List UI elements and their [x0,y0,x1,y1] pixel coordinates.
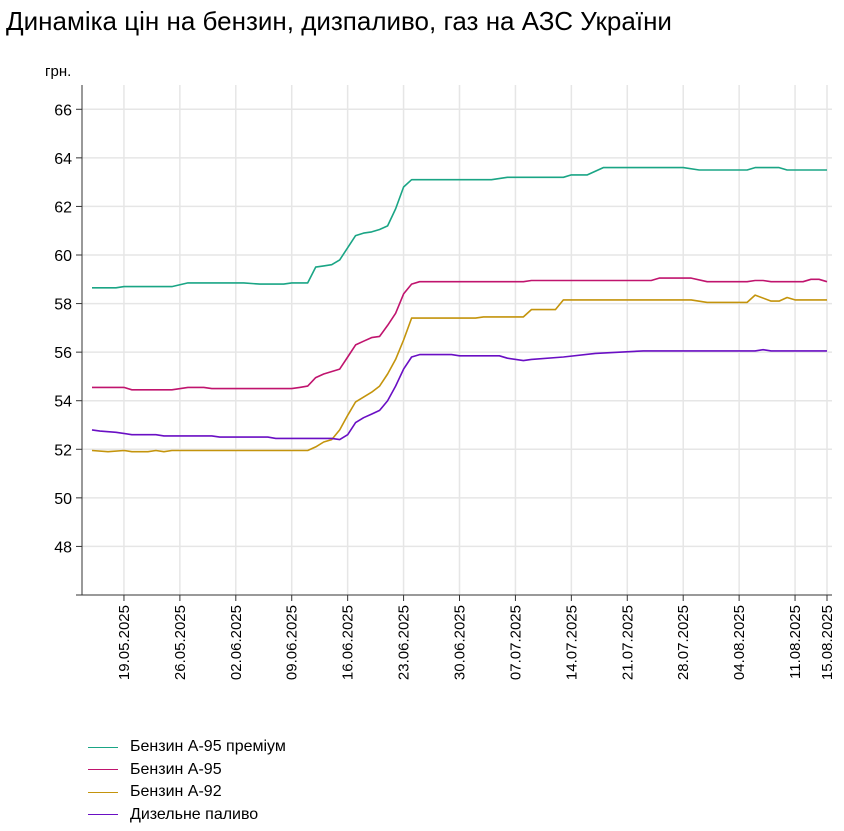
legend-item: Дизельне паливо [88,804,286,827]
x-tick-label: 09.06.2025 [284,605,301,680]
legend-item: Бензин А-95 [88,759,286,782]
x-tick-label: 07.07.2025 [507,605,524,680]
x-tick-label: 15.08.2025 [819,605,836,680]
y-tick-label: 56 [54,345,72,362]
series-line-1 [92,166,827,289]
x-tick-label: 16.06.2025 [340,605,357,680]
y-tick-label: 58 [54,297,72,314]
x-tick-label: 23.06.2025 [396,605,413,680]
x-tick-label: 04.08.2025 [731,605,748,680]
legend-item: Бензин А-92 [88,781,286,804]
y-tick-labels: 48 50 52 54 56 58 60 62 64 66 [54,102,72,556]
legend-swatch [88,814,118,816]
y-tick-label: 48 [54,539,72,556]
series-line-3 [91,294,827,453]
legend-swatch [88,791,118,793]
y-tick-label: 52 [54,442,72,459]
legend-item: Бензин А-95 преміум [88,736,286,759]
x-tick-label: 30.06.2025 [452,605,469,680]
x-tick-label: 26.05.2025 [172,605,189,680]
series-line-4 [91,348,827,441]
line-chart: грн. 48 50 52 54 56 58 60 62 64 66 19.05.2025 26.0… [45,63,836,680]
x-tick-label: 14.07.2025 [563,605,580,680]
series-lines [91,166,828,453]
legend-label: Бензин А-95 преміум [130,738,286,756]
x-tick-labels: 19.05.2025 26.05.2025 02.06.2025 09.06.2025… [116,605,836,680]
y-tick-label: 66 [54,102,72,119]
y-tick-label: 64 [54,151,72,168]
legend-label: Бензин А-92 [130,783,222,801]
x-tick-label: 19.05.2025 [116,605,133,680]
x-tick-label: 11.08.2025 [787,605,804,679]
legend-swatch [88,746,118,748]
chart-title: Динаміка цін на бензин, дизпаливо, газ н… [6,6,672,36]
axes [76,85,832,601]
series-line-2 [92,277,828,391]
legend-label: Бензин А-95 [130,760,222,778]
gridlines [82,85,832,595]
x-tick-label: 28.07.2025 [675,605,692,680]
y-tick-label: 54 [54,394,72,411]
x-tick-label: 02.06.2025 [228,605,245,680]
legend-swatch [88,769,118,771]
y-tick-label: 62 [54,199,72,216]
legend-label: Дизельне паливо [130,805,259,823]
legend: Бензин А-95 преміум Бензин А-95 Бензин А-9… [88,736,286,826]
y-tick-label: 60 [54,248,72,265]
y-tick-label: 50 [54,491,72,508]
y-axis-unit-label: грн. [45,63,71,80]
x-tick-label: 21.07.2025 [619,605,636,680]
